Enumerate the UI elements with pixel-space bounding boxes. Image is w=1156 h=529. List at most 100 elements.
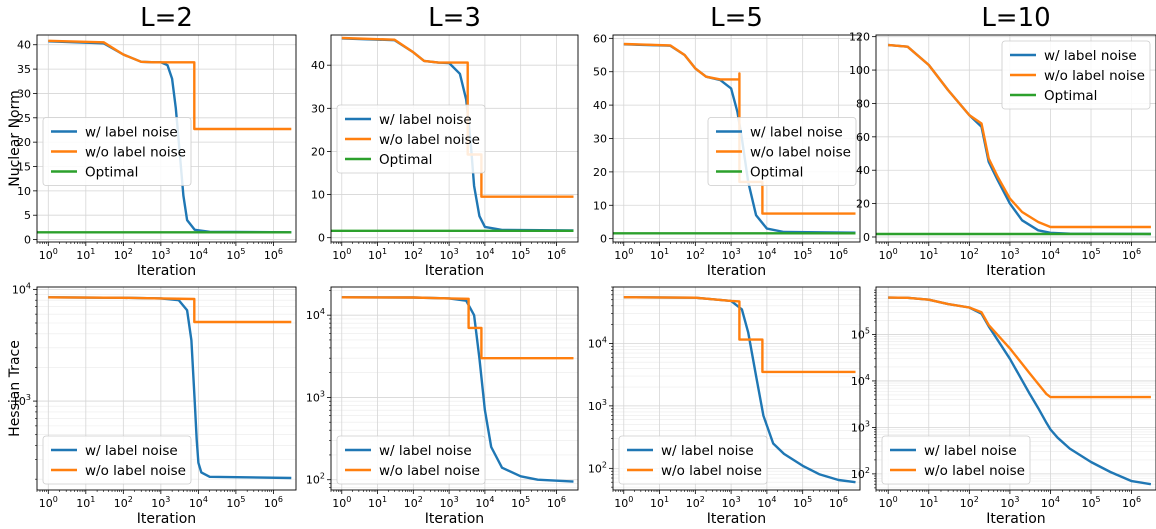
y-tick-label: 103: [588, 398, 607, 413]
y-tick-label: 20: [311, 145, 325, 158]
x-tick-label: 101: [650, 247, 669, 262]
plot-frame: [612, 34, 861, 243]
x-tick-label: 105: [511, 247, 530, 262]
x-tick-label: 100: [332, 495, 351, 510]
legend-entry: w/o label noise: [379, 132, 480, 148]
y-tick-label: 30: [593, 133, 607, 146]
x-tick-label: 102: [404, 495, 423, 510]
x-axis-label: Iteration: [986, 263, 1045, 279]
legend-box: [336, 435, 486, 485]
legend: w/ label noise w/o label noise Optimal: [707, 117, 857, 186]
plot-frame: [36, 34, 297, 243]
legend-box: [42, 435, 192, 485]
x-tick-label: 105: [793, 495, 812, 510]
x-tick-label: 101: [919, 495, 938, 510]
series-line: [623, 296, 856, 374]
column-title: L=2: [140, 3, 193, 33]
x-tick-label: 101: [76, 247, 95, 262]
y-tick-label: 105: [851, 326, 870, 341]
legend: w/ label noise w/o label noise: [42, 435, 192, 485]
x-tick-label: 101: [368, 495, 387, 510]
subplot: 100 101 102 103 104 105 106 0 10 20 30 40 50 60 Iterat…: [593, 32, 861, 279]
subplot: 100 101 102 103 104 105 106102103104Iterationw…: [306, 286, 579, 527]
x-axis-label: Iteration: [425, 511, 484, 527]
y-tick-label: 0: [863, 231, 870, 244]
plot-frame: [875, 34, 1156, 243]
x-tick-label: 101: [76, 495, 95, 510]
x-tick-label: 106: [264, 247, 283, 262]
x-tick-label: 106: [547, 247, 566, 262]
y-tick-label: 20: [593, 166, 607, 179]
legend-entry: Optimal: [379, 152, 432, 168]
x-tick-label: 104: [757, 247, 776, 262]
y-tick-label: 40: [856, 164, 870, 177]
legend-box: [42, 117, 192, 186]
x-tick-label: 106: [547, 495, 566, 510]
y-tick-label: 104: [12, 281, 31, 296]
x-tick-label: 103: [1000, 495, 1019, 510]
legend-box: [336, 104, 486, 174]
x-axis-label: Iteration: [137, 511, 196, 527]
x-axis-label: Iteration: [425, 263, 484, 279]
legend-entry: w/o label noise: [85, 145, 186, 161]
y-tick-label: 15: [17, 161, 31, 174]
x-tick-label: 102: [960, 495, 979, 510]
legend-box: [881, 435, 1031, 485]
x-tick-label: 102: [686, 495, 705, 510]
y-tick-label: 10: [593, 199, 607, 212]
legend-entry: w/ label noise: [379, 443, 472, 459]
x-tick-label: 100: [614, 247, 633, 262]
x-tick-label: 104: [475, 247, 494, 262]
x-tick-label: 102: [114, 495, 133, 510]
plot-frame: [330, 34, 579, 243]
subplot: 100 101 102 103 104 105 106 102 103 104 105 Iterati…: [851, 286, 1156, 527]
legend-entry: Optimal: [750, 165, 803, 181]
legend-entry: w/o label noise: [1044, 68, 1145, 84]
x-tick-label: 101: [650, 495, 669, 510]
x-tick-label: 103: [722, 495, 741, 510]
x-tick-label: 102: [114, 247, 133, 262]
plot-frame: [612, 286, 861, 491]
legend-entry: w/ label noise: [750, 125, 843, 141]
legend: w/ label noise w/o label noise Optimal: [336, 104, 486, 174]
x-tick-label: 104: [757, 495, 776, 510]
x-tick-label: 106: [1122, 495, 1141, 510]
legend-entry: w/o label noise: [924, 463, 1025, 479]
x-axis-label: Iteration: [986, 511, 1045, 527]
y-tick-label: 5: [24, 209, 31, 222]
y-tick-label: 102: [588, 460, 607, 475]
x-tick-label: 100: [879, 247, 898, 262]
y-tick-label: 104: [588, 335, 607, 350]
y-tick-label: 0: [318, 232, 325, 245]
legend-entry: w/ label noise: [379, 112, 472, 128]
y-tick-label: 25: [17, 112, 31, 125]
subplot: 100 101 102 103 104 105 106102103104Iterationw…: [588, 286, 861, 527]
legend: w/ label noise w/o label noise: [881, 435, 1031, 485]
x-tick-label: 101: [919, 247, 938, 262]
y-tick-label: 20: [856, 198, 870, 211]
x-tick-label: 103: [151, 495, 170, 510]
y-tick-label: 0: [600, 233, 607, 246]
x-tick-label: 103: [440, 495, 459, 510]
y-axis-label: Hessian Trace: [7, 340, 23, 437]
x-tick-label: 106: [264, 495, 283, 510]
column-title: L=5: [710, 3, 763, 33]
series-line: [341, 296, 574, 360]
legend-entry: Optimal: [85, 165, 138, 181]
column-title: L=10: [981, 3, 1050, 33]
y-tick-label: 60: [593, 32, 607, 45]
y-tick-label: 104: [851, 373, 870, 388]
y-tick-label: 104: [306, 307, 325, 322]
x-tick-label: 106: [1122, 247, 1141, 262]
series-line: [48, 39, 292, 131]
series-line: [888, 43, 1151, 229]
y-tick-label: 103: [306, 389, 325, 404]
column-title: L=3: [428, 3, 481, 33]
y-tick-label: 102: [306, 472, 325, 487]
y-tick-label: 0: [24, 234, 31, 247]
y-tick-label: 60: [856, 131, 870, 144]
legend: w/ label noise w/o label noise Optimal: [42, 117, 192, 186]
y-tick-label: 30: [311, 102, 325, 115]
